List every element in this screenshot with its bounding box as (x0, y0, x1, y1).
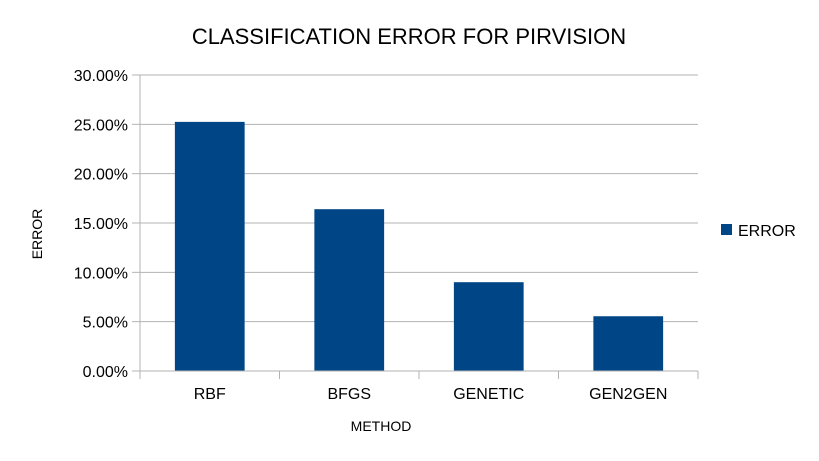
y-tick-label: 20.00% (74, 167, 128, 184)
x-tick-label: GENETIC (453, 386, 524, 403)
legend-label-error: ERROR (738, 223, 796, 240)
bar-genetic (453, 282, 524, 371)
axes (139, 75, 699, 379)
bar-bfgs (314, 209, 385, 371)
y-tick-labels: 0.00% 5.00% 10.00% 15.00% 20.00% 25.00% 30.00% (74, 68, 128, 381)
y-tick-label: 10.00% (74, 265, 128, 282)
y-tick-label: 30.00% (74, 68, 128, 85)
bars (174, 121, 664, 371)
legend: ERROR (721, 223, 796, 240)
y-axis-label: ERROR (29, 209, 45, 260)
bar-rbf (174, 121, 245, 371)
x-tick-labels: RBF BFGS GENETIC GEN2GEN (194, 386, 668, 403)
x-tick-label: GEN2GEN (589, 386, 667, 403)
chart-title: CLASSIFICATION ERROR FOR PIRVISION (192, 24, 626, 49)
bar-gen2gen (593, 316, 664, 371)
y-tick-label: 25.00% (74, 117, 128, 134)
y-tick-label: 15.00% (74, 216, 128, 233)
y-tick-label: 0.00% (83, 364, 128, 381)
legend-swatch-error (721, 224, 732, 235)
x-tick-label: BFGS (327, 386, 371, 403)
y-tick-label: 5.00% (83, 315, 128, 332)
x-axis-label: METHOD (351, 418, 412, 434)
x-tick-label: RBF (194, 386, 226, 403)
